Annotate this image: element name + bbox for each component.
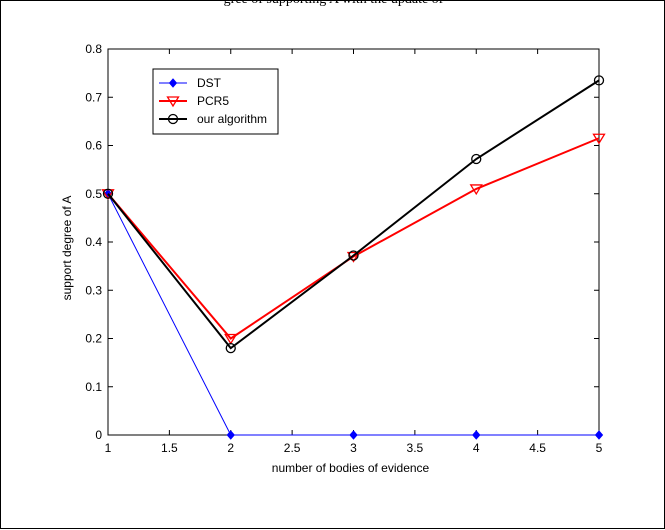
legend-item: DST bbox=[159, 76, 222, 90]
y-tick-label: 0.5 bbox=[85, 187, 102, 201]
x-tick-label: 4.5 bbox=[529, 441, 546, 455]
legend-label: our algorithm bbox=[197, 112, 267, 126]
y-tick-label: 0.3 bbox=[85, 283, 102, 297]
data-point bbox=[593, 75, 605, 86]
y-tick-label: 0.7 bbox=[85, 90, 102, 104]
legend-marker bbox=[167, 113, 179, 125]
figure-caption: gree of supporting A with the update of bbox=[1, 0, 665, 8]
y-tick-label: 0 bbox=[95, 428, 102, 442]
x-tick-label: 5 bbox=[596, 441, 603, 455]
data-point bbox=[224, 333, 238, 345]
series-our-algorithm bbox=[102, 75, 605, 354]
legend-label: DST bbox=[197, 76, 222, 90]
x-tick-label: 2 bbox=[227, 441, 234, 455]
x-tick-label: 3.5 bbox=[407, 441, 424, 455]
series-dst bbox=[103, 188, 604, 440]
y-tick-label: 0.2 bbox=[85, 332, 102, 346]
legend: DST PCR5 our algorithm bbox=[152, 68, 279, 135]
x-tick-label: 2.5 bbox=[284, 441, 301, 455]
y-tick-label: 0.6 bbox=[85, 139, 102, 153]
y-axis-label: support degree of A bbox=[60, 196, 74, 301]
x-tick-label: 1 bbox=[105, 441, 112, 455]
data-point bbox=[471, 153, 482, 165]
y-tick-label: 0.4 bbox=[85, 235, 102, 249]
legend-item: PCR5 bbox=[159, 94, 229, 108]
data-point bbox=[594, 430, 604, 440]
data-point bbox=[348, 250, 359, 261]
legend-item: our algorithm bbox=[159, 112, 267, 126]
data-point bbox=[102, 188, 114, 199]
legend-label: PCR5 bbox=[197, 94, 229, 108]
legend-marker bbox=[168, 78, 178, 88]
data-point bbox=[469, 184, 483, 196]
y-tick-label: 0.8 bbox=[85, 42, 102, 56]
data-point bbox=[225, 342, 236, 354]
x-tick-label: 4 bbox=[473, 441, 480, 455]
y-tick-label: 0.1 bbox=[85, 380, 102, 394]
data-point bbox=[226, 430, 235, 440]
data-point bbox=[592, 133, 606, 145]
x-tick-label: 1.5 bbox=[161, 441, 178, 455]
legend-marker bbox=[166, 96, 180, 108]
series-line bbox=[107, 79, 600, 350]
x-axis-label: number of bodies of evidence bbox=[272, 461, 430, 475]
x-tick-label: 3 bbox=[350, 441, 357, 455]
data-point bbox=[349, 430, 358, 440]
data-point bbox=[472, 430, 481, 440]
